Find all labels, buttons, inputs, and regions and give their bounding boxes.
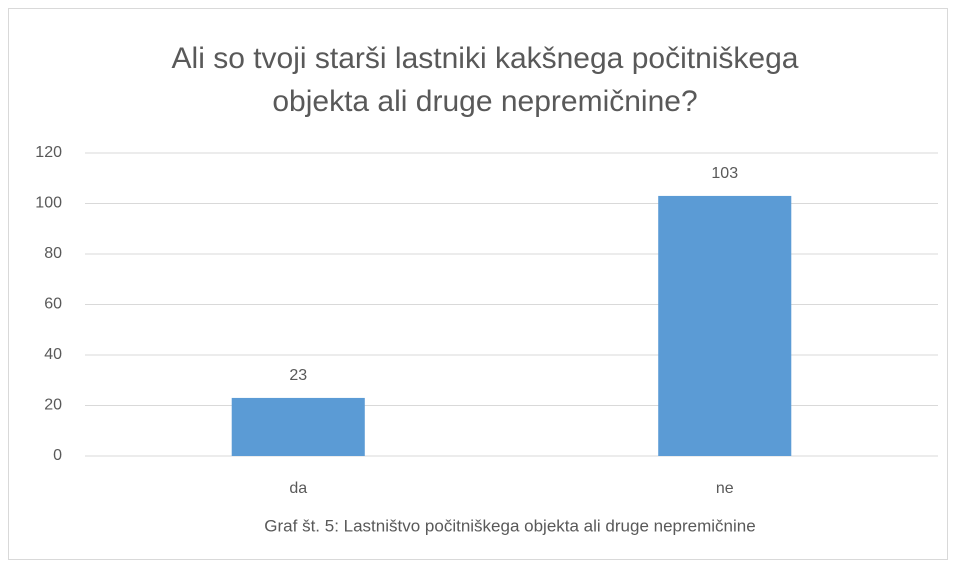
y-tick-label: 120 [35, 144, 62, 161]
chart-title: Ali so tvoji starši lastniki kakšnega po… [172, 42, 799, 75]
caption: Graf št. 5: Lastništvo počitniškega obje… [264, 516, 755, 535]
bar [658, 195, 792, 457]
y-tick-label: 40 [44, 346, 62, 363]
chart-title: objekta ali druge nepremičnine? [272, 85, 697, 118]
y-tick-label: 0 [53, 447, 62, 464]
y-tick-label: 60 [44, 296, 62, 313]
bar [231, 397, 365, 456]
data-label: 103 [711, 165, 738, 182]
y-tick-label: 80 [44, 245, 62, 262]
y-tick-label: 100 [35, 195, 62, 212]
x-tick-label: ne [716, 480, 734, 497]
data-label: 23 [289, 367, 307, 384]
y-tick-label: 20 [44, 397, 62, 414]
x-tick-label: da [289, 480, 307, 497]
